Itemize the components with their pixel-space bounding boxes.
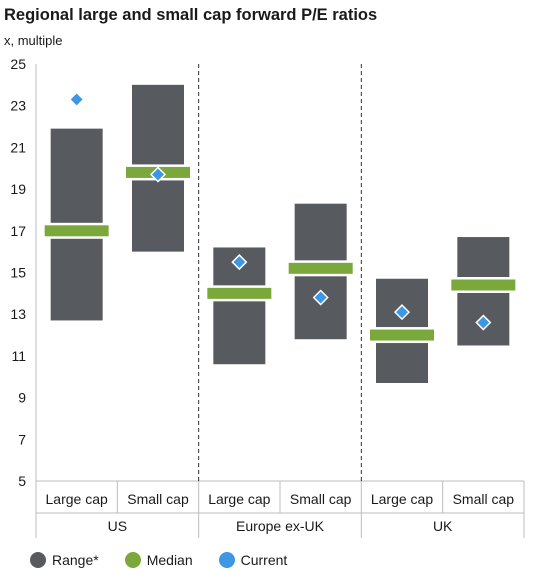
y-tick-label: 25	[10, 56, 26, 72]
category-label: Large cap	[371, 491, 433, 507]
y-tick-label: 19	[10, 181, 26, 197]
category-label: Small cap	[127, 491, 189, 507]
legend: Range* Median Current	[30, 552, 313, 568]
current-marker	[312, 289, 329, 306]
y-tick-label: 11	[11, 348, 26, 364]
group-label: Europe ex-UK	[236, 518, 325, 534]
current-marker	[68, 91, 85, 108]
legend-item-current: Current	[218, 552, 288, 568]
category-label: Small cap	[453, 491, 515, 507]
legend-label-current: Current	[240, 552, 288, 568]
chart-title: Regional large and small cap forward P/E…	[4, 6, 378, 24]
current-marker	[149, 166, 167, 183]
category-label: Large cap	[208, 491, 270, 507]
legend-item-median: Median	[124, 552, 193, 568]
legend-swatch-range	[30, 552, 46, 568]
group-label: UK	[433, 518, 453, 534]
y-tick-label: 13	[10, 306, 26, 322]
median-marker	[207, 287, 272, 299]
legend-label-range: Range*	[52, 552, 99, 568]
legend-swatch-median	[124, 552, 141, 568]
legend-label-median: Median	[146, 552, 193, 568]
y-tick-label: 5	[18, 473, 26, 489]
current-marker	[393, 304, 411, 321]
y-tick-label: 21	[10, 139, 26, 155]
y-tick-label: 15	[10, 265, 26, 281]
legend-item-range: Range*	[30, 552, 99, 568]
y-tick-label: 9	[18, 390, 26, 406]
median-marker	[370, 329, 434, 341]
y-axis-label: x, multiple	[4, 33, 63, 48]
current-marker	[231, 254, 248, 271]
y-tick-label: 23	[10, 98, 26, 114]
current-marker	[475, 314, 492, 331]
legend-swatch-current	[218, 552, 235, 568]
y-tick-label: 7	[18, 431, 26, 447]
category-label: Large cap	[46, 491, 108, 507]
median-marker	[451, 279, 516, 291]
group-label: US	[108, 518, 127, 534]
median-marker	[288, 262, 353, 274]
y-tick-label: 17	[10, 223, 26, 239]
median-marker	[44, 225, 109, 237]
category-label: Small cap	[290, 491, 352, 507]
